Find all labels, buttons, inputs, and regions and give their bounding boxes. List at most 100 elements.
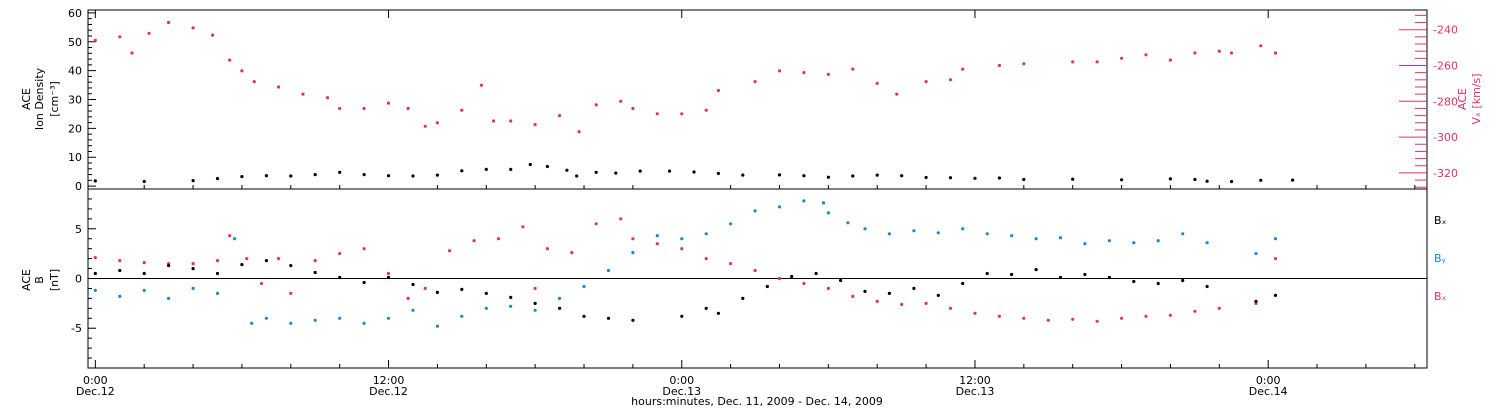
bx-point-25 bbox=[716, 311, 721, 315]
by-point-14 bbox=[411, 308, 415, 312]
vx-point-40 bbox=[924, 80, 928, 84]
bz-point-41 bbox=[997, 314, 1002, 318]
vx-axis-title-line2: Vₓ [km/s] bbox=[1470, 73, 1483, 124]
by-point-16 bbox=[460, 314, 464, 318]
bx-point-21 bbox=[606, 316, 611, 320]
vx-tick-label-3: -260 bbox=[1433, 59, 1458, 72]
bz-point-46 bbox=[1120, 316, 1124, 320]
vx-point-29 bbox=[655, 112, 659, 116]
bz-point-45 bbox=[1095, 319, 1099, 323]
vx-point-46 bbox=[1095, 60, 1099, 64]
vx-point-21 bbox=[492, 119, 496, 123]
x-tick-time-1: 12:00 bbox=[373, 374, 405, 387]
bx-point-40 bbox=[1083, 272, 1087, 277]
density-axis-title-line1: ACE bbox=[20, 88, 33, 110]
by-point-43 bbox=[1083, 242, 1087, 246]
bz-point-43 bbox=[1046, 318, 1050, 322]
vx-point-53 bbox=[1259, 44, 1263, 48]
vx-point-14 bbox=[362, 106, 366, 111]
density-point-30 bbox=[851, 174, 855, 178]
density-point-3 bbox=[215, 177, 220, 181]
bx-point-23 bbox=[680, 314, 684, 318]
density-tick-label-4: 40 bbox=[68, 65, 82, 78]
bx-point-5 bbox=[215, 271, 220, 276]
by-point-19 bbox=[533, 308, 537, 312]
density-point-17 bbox=[545, 164, 550, 169]
bx-point-7 bbox=[264, 259, 268, 263]
vx-point-16 bbox=[406, 106, 410, 111]
vx-point-0 bbox=[93, 38, 97, 43]
b-legend: Bₓ Bᵧ Bₓ bbox=[1434, 214, 1447, 303]
vx-point-43 bbox=[997, 63, 1002, 68]
density-point-7 bbox=[313, 173, 317, 177]
density-point-23 bbox=[667, 169, 672, 173]
bz-point-37 bbox=[900, 302, 904, 306]
density-point-33 bbox=[924, 175, 928, 180]
vx-points bbox=[93, 20, 1278, 134]
vx-axis-title-line1: ACE bbox=[1456, 88, 1469, 110]
b-tick-label-0: -5 bbox=[71, 322, 82, 335]
bz-point-9 bbox=[277, 257, 281, 261]
x-tick-time-4: 0:00 bbox=[1256, 374, 1281, 387]
density-point-15 bbox=[509, 167, 513, 171]
bz-point-11 bbox=[313, 259, 317, 263]
vx-point-22 bbox=[509, 119, 513, 123]
density-point-45 bbox=[1291, 178, 1295, 182]
density-point-36 bbox=[997, 176, 1002, 180]
by-point-26 bbox=[704, 232, 708, 236]
density-point-35 bbox=[973, 176, 977, 180]
by-point-32 bbox=[826, 211, 831, 215]
by-point-6 bbox=[233, 237, 237, 241]
bx-point-9 bbox=[313, 270, 317, 275]
b-axis-ticks: -5 0 5 bbox=[71, 198, 96, 359]
bz-point-15 bbox=[406, 296, 410, 300]
by-point-11 bbox=[338, 316, 342, 320]
by-point-34 bbox=[863, 227, 867, 231]
bx-point-16 bbox=[484, 291, 488, 295]
vx-point-19 bbox=[460, 108, 464, 112]
density-point-24 bbox=[692, 170, 696, 174]
density-point-0 bbox=[93, 179, 97, 183]
vx-point-7 bbox=[228, 58, 232, 62]
bx-point-17 bbox=[509, 295, 513, 299]
bx-point-2 bbox=[142, 271, 146, 276]
bx-point-47 bbox=[1273, 293, 1278, 297]
bz-point-4 bbox=[191, 262, 195, 266]
density-point-44 bbox=[1259, 178, 1263, 182]
bx-point-3 bbox=[167, 264, 171, 268]
by-point-37 bbox=[936, 231, 940, 235]
bx-point-15 bbox=[460, 287, 464, 291]
vx-point-25 bbox=[577, 130, 581, 134]
bz-point-26 bbox=[631, 237, 635, 241]
by-point-47 bbox=[1181, 232, 1185, 236]
by-point-27 bbox=[729, 222, 733, 226]
density-tick-label-3: 30 bbox=[68, 94, 82, 107]
bz-point-29 bbox=[704, 257, 708, 261]
by-point-20 bbox=[558, 296, 562, 300]
bx-point-30 bbox=[839, 278, 843, 283]
vx-point-44 bbox=[1022, 62, 1026, 66]
bz-point-5 bbox=[215, 259, 220, 263]
by-point-12 bbox=[362, 321, 366, 325]
density-point-13 bbox=[460, 169, 464, 173]
by-point-28 bbox=[753, 209, 757, 213]
bx-point-6 bbox=[240, 263, 244, 267]
density-point-18 bbox=[565, 168, 569, 172]
bz-point-31 bbox=[753, 268, 757, 273]
bz-point-14 bbox=[386, 271, 391, 276]
bz-point-35 bbox=[851, 294, 855, 298]
bz-point-20 bbox=[521, 225, 525, 229]
legend-bx: Bₓ bbox=[1434, 214, 1447, 227]
density-point-32 bbox=[900, 174, 904, 178]
bx-point-0 bbox=[93, 271, 97, 276]
x-tick-date-1: Dec.12 bbox=[369, 385, 408, 398]
density-point-26 bbox=[741, 173, 745, 177]
vx-point-5 bbox=[191, 26, 195, 30]
by-point-46 bbox=[1156, 239, 1160, 243]
density-point-14 bbox=[484, 167, 488, 171]
by-point-33 bbox=[846, 221, 850, 225]
vx-point-52 bbox=[1229, 51, 1234, 55]
vx-point-45 bbox=[1071, 60, 1075, 64]
bx-point-37 bbox=[1010, 272, 1014, 277]
